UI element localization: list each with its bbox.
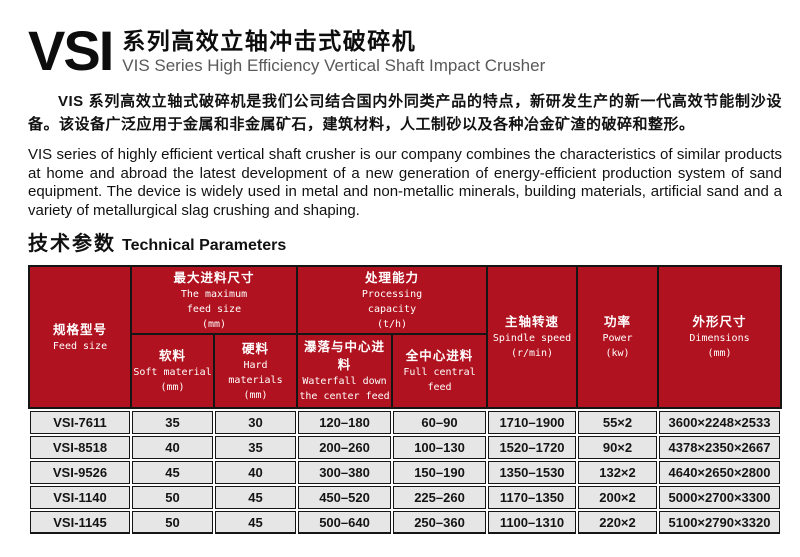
cell-waterfall: 120–180: [298, 411, 391, 434]
col-header-power: 功率 Power (kw): [578, 267, 658, 407]
section-heading-zh: 技术参数: [28, 233, 116, 255]
cell-hard: 35: [215, 436, 296, 459]
title-block: VSI 系列高效立轴冲击式破碎机 VIS Series High Efficie…: [28, 19, 782, 82]
section-heading: 技术参数 Technical Parameters: [28, 230, 782, 259]
col-header-model: 规格型号 Feed size: [30, 267, 130, 407]
cell-hard: 40: [215, 461, 296, 484]
cell-waterfall: 450–520: [298, 486, 391, 509]
intro-paragraph-en: VIS series of highly efficient vertical …: [28, 146, 782, 219]
cell-hard: 45: [215, 486, 296, 509]
cell-spindle: 1520–1720: [488, 436, 576, 459]
cell-power: 90×2: [578, 436, 657, 459]
cell-soft: 45: [132, 461, 213, 484]
cell-soft: 50: [132, 486, 213, 509]
cell-dimensions: 4378×2350×2667: [659, 436, 780, 459]
col-header-full-central-feed: 全中心进料 Full central feed: [393, 335, 487, 407]
cell-power: 132×2: [578, 461, 657, 484]
cell-central: 150–190: [393, 461, 486, 484]
cell-spindle: 1710–1900: [488, 411, 576, 434]
cell-model: VSI-1145: [30, 511, 130, 534]
cell-spindle: 1100–1310: [488, 511, 576, 534]
page-title-en: VIS Series High Efficiency Vertical Shaf…: [122, 56, 546, 75]
cell-dimensions: 5100×2790×3320: [659, 511, 780, 534]
table-body: VSI-7611 35 30 120–180 60–90 1710–1900 5…: [28, 409, 782, 536]
cell-soft: 50: [132, 511, 213, 534]
intro-paragraph-zh: VIS 系列高效立轴式破碎机是我们公司结合国内外同类产品的特点，新研发生产的新一…: [28, 93, 782, 133]
cell-waterfall: 200–260: [298, 436, 391, 459]
col-header-dimensions: 外形尺寸 Dimensions (mm): [659, 267, 781, 407]
cell-power: 55×2: [578, 411, 657, 434]
cell-model: VSI-1140: [30, 486, 130, 509]
col-header-hard-material: 硬料 Hard materials (mm): [215, 335, 297, 407]
table-header-row-groups: 规格型号 Feed size 最大进料尺寸 The maximum feed s…: [30, 267, 781, 407]
cell-waterfall: 300–380: [298, 461, 391, 484]
col-header-max-feed-size: 最大进料尺寸 The maximum feed size (mm): [132, 267, 297, 333]
cell-dimensions: 4640×2650×2800: [659, 461, 780, 484]
cell-spindle: 1350–1530: [488, 461, 576, 484]
cell-power: 200×2: [578, 486, 657, 509]
cell-model: VSI-8518: [30, 436, 130, 459]
section-heading-en: Technical Parameters: [122, 237, 287, 254]
table-row: VSI-1140 50 45 450–520 225–260 1170–1350…: [30, 486, 780, 509]
col-header-processing-capacity: 处理能力 Processing capacity (t/h): [298, 267, 487, 333]
cell-power: 220×2: [578, 511, 657, 534]
title-text: 系列高效立轴冲击式破碎机 VIS Series High Efficiency …: [122, 24, 545, 76]
cell-dimensions: 3600×2248×2533: [659, 411, 780, 434]
table-row: VSI-9526 45 40 300–380 150–190 1350–1530…: [30, 461, 780, 484]
cell-spindle: 1170–1350: [488, 486, 576, 509]
cell-waterfall: 500–640: [298, 511, 391, 534]
col-header-waterfall-feed: 瀑落与中心进料 Waterfall down the center feed: [298, 335, 392, 407]
table-row: VSI-7611 35 30 120–180 60–90 1710–1900 5…: [30, 411, 780, 434]
cell-model: VSI-7611: [30, 411, 130, 434]
cell-dimensions: 5000×2700×3300: [659, 486, 780, 509]
table-row: VSI-8518 40 35 200–260 100–130 1520–1720…: [30, 436, 780, 459]
document-page: VSI 系列高效立轴冲击式破碎机 VIS Series High Efficie…: [28, 19, 783, 536]
table-header: 规格型号 Feed size 最大进料尺寸 The maximum feed s…: [28, 265, 783, 409]
cell-central: 250–360: [393, 511, 486, 534]
table-row: VSI-1145 50 45 500–640 250–360 1100–1310…: [30, 511, 780, 534]
technical-parameters-table: 规格型号 Feed size 最大进料尺寸 The maximum feed s…: [28, 265, 783, 536]
cell-soft: 35: [132, 411, 213, 434]
cell-central: 60–90: [393, 411, 486, 434]
table-header-row-subcolumns: 软料 Soft material (mm) 硬料 Hard materials …: [30, 335, 780, 407]
brand-logo-vsi: VSI: [28, 19, 114, 82]
cell-hard: 30: [215, 411, 296, 434]
cell-central: 225–260: [393, 486, 486, 509]
cell-central: 100–130: [393, 436, 486, 459]
cell-soft: 40: [132, 436, 213, 459]
col-header-soft-material: 软料 Soft material (mm): [132, 335, 213, 407]
page-title-zh: 系列高效立轴冲击式破碎机: [122, 28, 417, 54]
col-header-spindle-speed: 主轴转速 Spindle speed (r/min): [488, 267, 577, 407]
cell-model: VSI-9526: [30, 461, 130, 484]
cell-hard: 45: [215, 511, 296, 534]
